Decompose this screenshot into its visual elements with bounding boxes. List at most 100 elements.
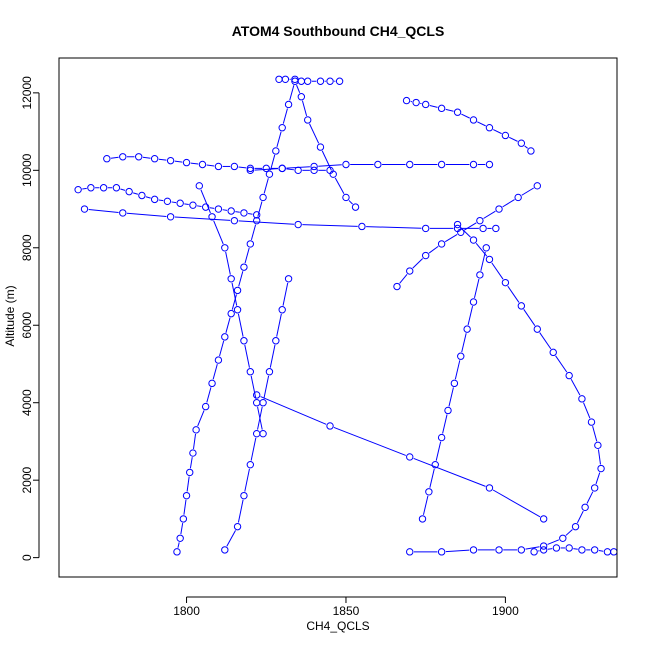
series-segment (120, 188, 126, 191)
data-point (221, 333, 229, 341)
series-segment (206, 164, 215, 167)
data-point (252, 211, 261, 219)
series-segment (598, 550, 604, 552)
series-segment (429, 104, 438, 108)
series-segment (467, 305, 474, 326)
series-segment (250, 224, 257, 240)
series-segment (492, 489, 541, 518)
series-segment (82, 187, 87, 190)
data-point (437, 240, 446, 248)
series-segment (296, 84, 301, 94)
series-segment (464, 222, 477, 231)
series-segment (286, 168, 295, 171)
series-segment (286, 166, 310, 169)
data-point (227, 207, 235, 215)
y-axis: 0 2000 4000 6000 8000 10000 12000 (20, 76, 40, 561)
y-tick-label: 8000 (20, 234, 34, 261)
series-segment (174, 160, 183, 163)
series-segment (158, 199, 164, 202)
series-segment (237, 313, 244, 337)
plot-area (74, 75, 618, 556)
data-point (603, 548, 612, 556)
y-tick-label: 2000 (20, 467, 34, 494)
data-point (252, 391, 261, 399)
series-segment (142, 156, 151, 159)
data-point (517, 302, 526, 310)
data-point (297, 93, 306, 101)
data-point (469, 160, 478, 169)
series-segment (399, 273, 408, 284)
data-point (578, 395, 586, 403)
data-point (208, 379, 216, 388)
data-point (539, 515, 548, 523)
data-point (189, 449, 197, 457)
data-point (240, 337, 248, 345)
series-segment (197, 410, 205, 427)
series-segment (254, 168, 279, 171)
data-point (431, 460, 439, 469)
data-point (252, 429, 261, 438)
data-point (485, 255, 494, 264)
series-segment (180, 522, 184, 535)
series-segment (309, 123, 320, 144)
data-point (406, 160, 414, 169)
series-segment (442, 414, 448, 434)
data-series (246, 160, 494, 175)
data-point (342, 160, 350, 169)
series-segment (477, 121, 486, 127)
series-segment (461, 333, 467, 353)
data-point (125, 187, 133, 196)
data-point (421, 224, 430, 233)
data-point (310, 166, 318, 175)
series-segment (302, 224, 358, 227)
data-point (517, 139, 526, 147)
series-segment (282, 282, 289, 306)
data-point (291, 75, 299, 84)
data-series (195, 182, 267, 438)
series-segment (289, 85, 295, 101)
series-segment (507, 285, 520, 303)
series-segment (238, 220, 294, 225)
x-tick-label: 1800 (173, 604, 200, 618)
data-point (530, 548, 538, 556)
data-point (272, 337, 280, 345)
data-point (610, 548, 618, 556)
data-point (198, 160, 207, 169)
series-segment (521, 187, 534, 196)
data-point (74, 185, 82, 194)
data-point (227, 309, 235, 318)
series-segment (491, 262, 504, 280)
data-series (418, 244, 490, 523)
series-segment (110, 156, 119, 159)
series-segment (174, 216, 231, 221)
data-point (450, 379, 459, 388)
data-point (262, 164, 270, 173)
data-point (393, 282, 401, 291)
series-segment (184, 203, 189, 206)
data-point (421, 100, 430, 109)
series-segment (270, 154, 276, 171)
data-point (406, 453, 414, 461)
series-segment (480, 251, 486, 271)
data-point (214, 356, 223, 364)
series-segment (502, 199, 515, 208)
data-point (138, 191, 146, 200)
data-point (406, 267, 414, 275)
data-series (393, 182, 541, 291)
series-segment (570, 379, 581, 396)
series-segment (225, 251, 231, 275)
data-point (179, 515, 188, 523)
series-segment (219, 340, 225, 357)
data-point (358, 222, 366, 231)
y-axis-label: Altitude (m) (3, 285, 17, 346)
data-point (284, 275, 293, 283)
data-point (590, 484, 599, 492)
series-segment (276, 313, 282, 337)
data-point (182, 491, 191, 500)
data-point (252, 399, 261, 407)
chart-title: ATOM4 Southbound CH4_QCLS (232, 23, 445, 39)
data-point (469, 236, 478, 244)
series-segment (126, 212, 167, 217)
data-point (565, 371, 573, 380)
series-segment (428, 245, 439, 254)
